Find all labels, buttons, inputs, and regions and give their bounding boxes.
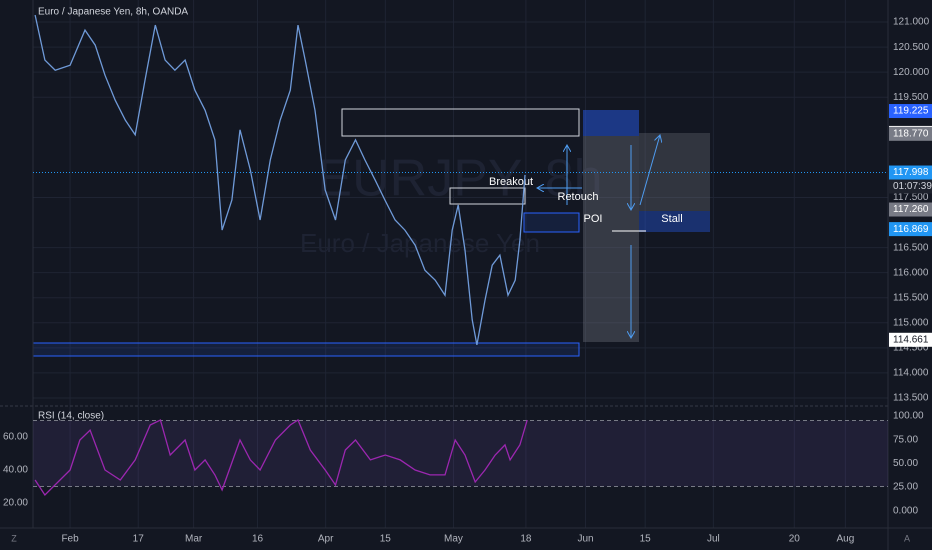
y-tick-label: 120.000	[893, 67, 930, 78]
y-tick-label: 116.000	[893, 267, 929, 278]
rsi-title: RSI (14, close)	[38, 411, 104, 422]
countdown-badge	[889, 179, 932, 194]
price-badge-label: 118.770	[893, 128, 929, 139]
projection-zone	[583, 110, 639, 136]
projection-zone	[639, 133, 710, 211]
y2-tick-label: 100.00	[893, 411, 924, 422]
price-badge	[889, 332, 932, 347]
price-badge-label: 119.225	[893, 106, 929, 117]
y-tick-label: 60.00	[3, 432, 28, 443]
x-tick-label: 18	[520, 534, 532, 545]
timezone-button[interactable]: Z	[11, 533, 17, 543]
countdown: 01:07:39	[893, 181, 932, 192]
price-badge	[889, 104, 932, 119]
price-badge-label: 117.998	[893, 167, 929, 178]
price-line	[34, 419, 528, 497]
demand-zone	[32, 342, 580, 357]
watermark-subtitle: Euro / Japanese Yen	[300, 228, 540, 258]
y-tick-label: 117.500	[893, 192, 929, 203]
projection-zone	[583, 136, 639, 342]
x-tick-label: 15	[380, 534, 392, 545]
y2-tick-label: 75.00	[893, 434, 918, 445]
price-line	[34, 14, 526, 346]
x-tick-label: 16	[252, 534, 264, 545]
x-tick-label: 15	[640, 534, 652, 545]
x-tick-label: May	[444, 534, 463, 545]
x-tick-label: Feb	[61, 534, 79, 545]
y-tick-label: 114.500	[893, 342, 929, 353]
x-tick-label: 20	[789, 534, 801, 545]
price-badge-label: 117.260	[893, 204, 929, 215]
projection-zone	[639, 211, 710, 232]
y-tick-label: 120.500	[893, 42, 930, 53]
y-tick-label: 113.500	[893, 393, 929, 404]
breakout-box	[449, 187, 526, 205]
poi-box	[523, 212, 580, 233]
price-badge-label: 116.869	[893, 224, 929, 235]
chart-title: Euro / Japanese Yen, 8h, OANDA	[38, 7, 188, 18]
y2-tick-label: 50.00	[893, 458, 918, 469]
y-tick-label: 121.000	[893, 17, 930, 28]
auto-scale-button[interactable]: A	[904, 533, 910, 543]
annotation: POI	[584, 213, 603, 225]
price-badge	[889, 222, 932, 237]
x-tick-label: Mar	[185, 534, 203, 545]
y-tick-label: 119.500	[893, 92, 929, 103]
y-tick-label: 115.000	[893, 317, 929, 328]
x-tick-label: Jun	[577, 534, 593, 545]
annotation: Stall	[661, 213, 682, 225]
price-badge	[889, 126, 932, 141]
y-tick-label: 116.500	[893, 242, 929, 253]
x-tick-label: Jul	[707, 534, 720, 545]
annotation: Retouch	[558, 191, 599, 203]
price-badge-label: 114.661	[893, 334, 929, 345]
y2-tick-label: 25.00	[893, 482, 918, 493]
y-tick-label: 115.500	[893, 292, 929, 303]
y-tick-label: 40.00	[3, 465, 28, 476]
supply-zone	[341, 108, 580, 137]
price-badge	[889, 165, 932, 180]
y-tick-label: 114.000	[893, 368, 929, 379]
y2-tick-label: 0.000	[893, 505, 918, 516]
annotation: Breakout	[489, 176, 533, 188]
x-tick-label: Apr	[318, 534, 334, 545]
y-tick-label: 20.00	[3, 498, 28, 509]
x-tick-label: 17	[133, 534, 145, 545]
x-tick-label: Aug	[837, 534, 855, 545]
price-badge	[889, 202, 932, 217]
arrow	[639, 135, 660, 206]
rsi-band-fill	[33, 420, 888, 487]
